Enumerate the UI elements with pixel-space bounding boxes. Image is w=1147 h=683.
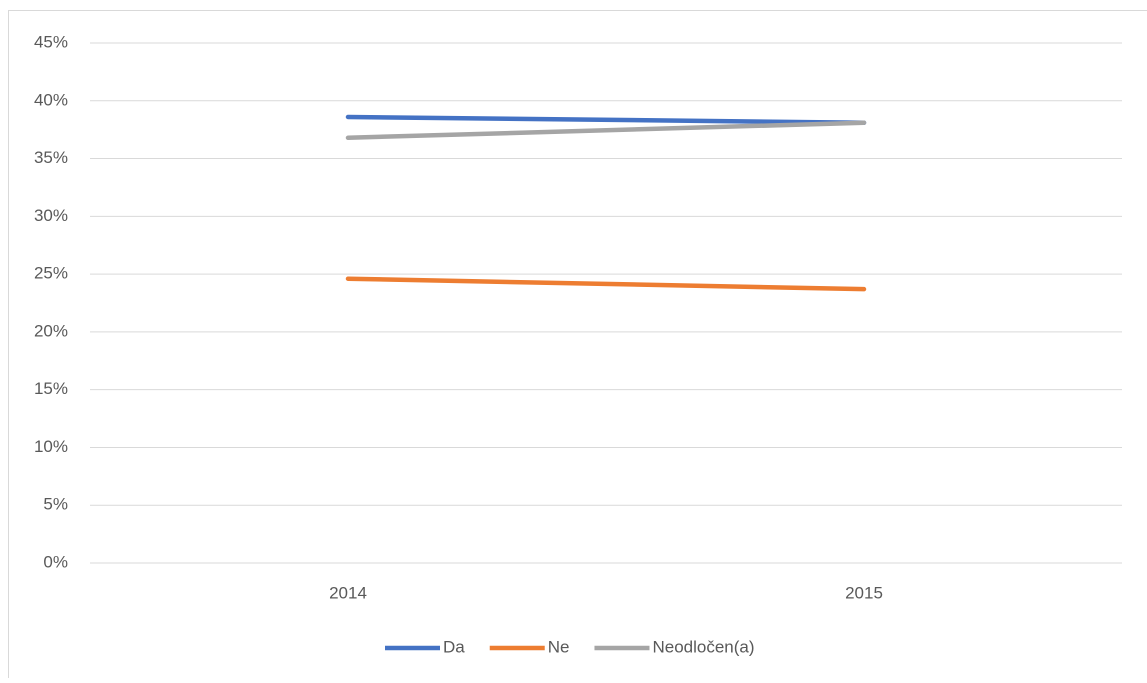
- y-tick-label: 10%: [34, 437, 68, 456]
- y-tick-label: 40%: [34, 90, 68, 109]
- legend-label: Neodločen(a): [652, 637, 754, 656]
- x-tick-label: 2014: [329, 583, 367, 602]
- y-tick-label: 25%: [34, 264, 68, 283]
- y-tick-label: 35%: [34, 148, 68, 167]
- y-tick-label: 5%: [43, 495, 68, 514]
- y-tick-label: 0%: [43, 552, 68, 571]
- chart-border: [9, 11, 1147, 679]
- y-tick-label: 45%: [34, 32, 68, 51]
- legend-label: Ne: [548, 637, 570, 656]
- x-tick-label: 2015: [845, 583, 883, 602]
- y-tick-label: 30%: [34, 206, 68, 225]
- y-tick-label: 20%: [34, 321, 68, 340]
- legend-label: Da: [443, 637, 465, 656]
- y-tick-label: 15%: [34, 379, 68, 398]
